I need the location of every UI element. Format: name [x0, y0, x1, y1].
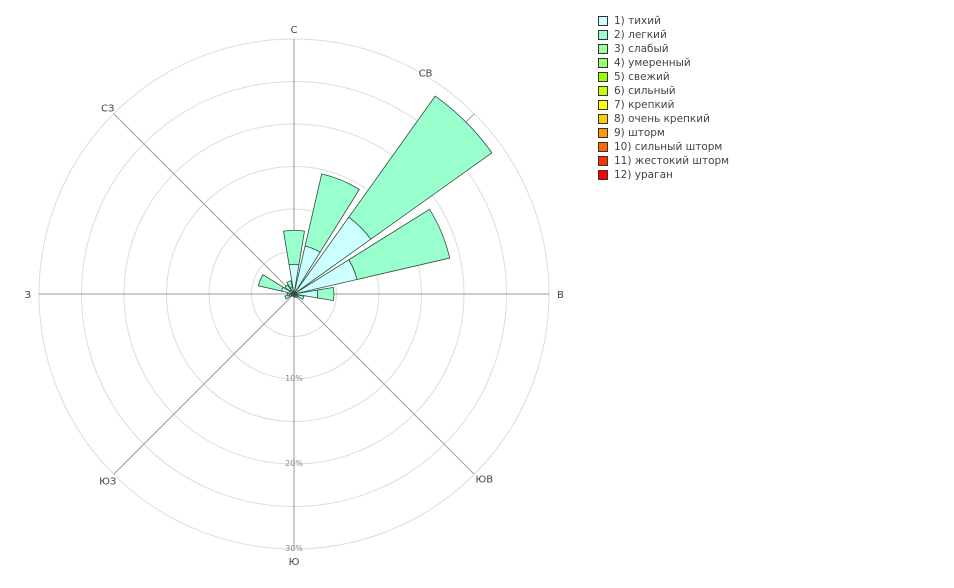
sector-segment	[284, 294, 291, 300]
legend-item[interactable]: 7) крепкий	[598, 98, 729, 112]
sector-segment	[304, 173, 360, 253]
direction-label: Ю	[289, 557, 300, 568]
direction-label: В	[557, 290, 564, 301]
sector-segment	[284, 284, 292, 292]
legend-label: 9) шторм	[614, 127, 665, 139]
direction-label: ЮВ	[475, 474, 493, 485]
legend-swatch	[598, 142, 608, 152]
legend-item[interactable]: 3) слабый	[598, 42, 729, 56]
sector-segment	[348, 95, 493, 240]
legend-label: 7) крепкий	[614, 99, 675, 111]
sector-segment	[348, 208, 451, 280]
legend-item[interactable]: 10) сильный шторм	[598, 140, 729, 154]
sector-segment	[294, 294, 299, 299]
legend-item[interactable]: 1) тихий	[598, 14, 729, 28]
axis-labels: С СВ В ЮВ Ю ЮЗ З СЗ 10% 20% 30%	[25, 25, 564, 568]
sector-segment	[286, 280, 293, 289]
direction-spoke	[113, 113, 295, 295]
legend: 1) тихий 2) легкий 3) слабый 4) умеренный 5)…	[598, 14, 729, 182]
radial-tick-label: 10%	[285, 374, 303, 383]
sector-segment	[257, 274, 284, 292]
legend-label: 1) тихий	[614, 15, 661, 27]
direction-label: СЗ	[101, 104, 114, 115]
radial-tick-label: 20%	[285, 459, 303, 468]
direction-label: ЮЗ	[99, 476, 116, 487]
legend-label: 11) жестокий шторм	[614, 155, 730, 167]
sector-segment	[286, 292, 292, 296]
legend-label: 10) сильный шторм	[614, 141, 723, 153]
legend-swatch	[598, 156, 608, 166]
legend-swatch	[598, 86, 608, 96]
legend-swatch	[598, 72, 608, 82]
legend-item[interactable]: 11) жестокий шторм	[598, 154, 729, 168]
direction-label: С	[291, 25, 298, 36]
legend-label: 6) сильный	[614, 85, 676, 97]
radial-tick-label: 30%	[285, 544, 303, 553]
direction-label: СВ	[419, 68, 433, 79]
legend-swatch	[598, 58, 608, 68]
wind-sectors	[257, 95, 493, 302]
legend-label: 3) слабый	[614, 43, 669, 55]
legend-item[interactable]: 9) шторм	[598, 126, 729, 140]
legend-swatch	[598, 30, 608, 40]
legend-label: 8) очень крепкий	[614, 113, 710, 125]
legend-item[interactable]: 5) свежий	[598, 70, 729, 84]
legend-swatch	[598, 128, 608, 138]
legend-item[interactable]: 8) очень крепкий	[598, 112, 729, 126]
legend-item[interactable]: 2) легкий	[598, 28, 729, 42]
legend-label: 4) умеренный	[614, 57, 691, 69]
legend-swatch	[598, 44, 608, 54]
legend-item[interactable]: 6) сильный	[598, 84, 729, 98]
polar-grid	[38, 38, 550, 550]
legend-swatch	[598, 170, 608, 180]
legend-label: 2) легкий	[614, 29, 667, 41]
legend-label: 5) свежий	[614, 71, 670, 83]
legend-swatch	[598, 114, 608, 124]
sector-segment	[297, 294, 305, 300]
sector-segment	[283, 229, 305, 266]
sector-segment	[317, 286, 335, 302]
legend-label: 12) ураган	[614, 169, 673, 181]
direction-spoke	[113, 293, 295, 475]
legend-swatch	[598, 16, 608, 26]
legend-item[interactable]: 4) умеренный	[598, 56, 729, 70]
legend-swatch	[598, 100, 608, 110]
legend-item[interactable]: 12) ураган	[598, 168, 729, 182]
direction-spoke	[293, 293, 475, 475]
direction-label: З	[25, 290, 31, 301]
